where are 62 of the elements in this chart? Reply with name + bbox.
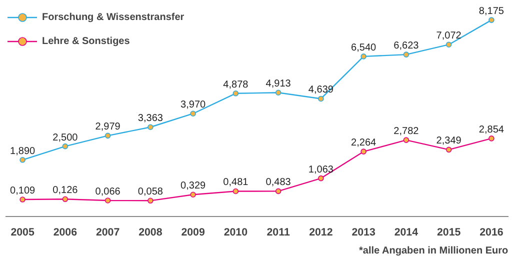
x-tick-label: 2008 [138, 226, 162, 238]
data-label: 2,349 [436, 136, 462, 147]
point [318, 175, 324, 182]
point [403, 52, 410, 58]
x-tick-label: 2007 [96, 226, 120, 238]
x-tick-label: 2016 [480, 226, 504, 238]
point [20, 157, 26, 163]
x-tick-label: 2005 [10, 226, 34, 238]
data-label: 6,623 [394, 40, 420, 52]
text: *alle Angaben in Millionen Euro [359, 246, 508, 256]
data-label: 0,066 [95, 186, 121, 198]
data-label: 0,126 [52, 185, 78, 196]
point [488, 17, 494, 23]
x-tick-label: 2015 [436, 226, 461, 238]
data-label: 0,058 [138, 186, 164, 198]
point [275, 188, 282, 194]
point [20, 196, 26, 202]
x-tick-label: 2014 [394, 226, 418, 238]
point [190, 110, 196, 117]
data-label: 2,979 [95, 122, 121, 133]
data-label: 2,264 [351, 138, 377, 149]
point [104, 198, 111, 204]
point [62, 143, 68, 150]
point [318, 96, 324, 102]
data-label: 4,878 [223, 79, 249, 90]
point [190, 192, 196, 198]
point [488, 136, 494, 142]
data-label: 1,063 [308, 164, 334, 176]
point [232, 90, 239, 96]
point [62, 196, 68, 202]
point [360, 148, 366, 154]
data-label: 1,890 [10, 146, 36, 157]
x-tick-label: 2011 [266, 226, 290, 238]
legend-label: Lehre & Sonstiges [42, 36, 130, 46]
data-label: 2,500 [52, 132, 78, 144]
legend-label: Forschung & Wissenstransfer [42, 12, 184, 22]
data-label: 4,913 [266, 78, 292, 90]
x-tick-label: 2013 [352, 226, 376, 238]
data-label: 7,072 [436, 30, 462, 42]
data-label: 0,109 [10, 186, 36, 197]
point [446, 42, 452, 48]
point [148, 198, 154, 204]
x-tick-label: 2006 [53, 226, 78, 238]
data-label: 8,175 [478, 6, 504, 18]
point [403, 137, 410, 143]
data-label: 0,483 [266, 177, 292, 188]
data-label: 2,854 [478, 124, 504, 136]
point [446, 146, 452, 153]
data-label: 0,481 [223, 177, 249, 188]
data-label: 6,540 [351, 42, 377, 54]
x-tick-label: 2009 [181, 226, 205, 238]
x-tick-label: 2012 [309, 226, 333, 238]
point [104, 132, 111, 139]
x-tick-label: 2010 [224, 226, 248, 238]
point [275, 90, 282, 96]
point [360, 54, 366, 60]
data-label: 3,970 [180, 100, 206, 111]
data-label: 0,329 [180, 180, 206, 192]
point [232, 188, 239, 194]
data-label: 3,363 [138, 113, 164, 124]
data-label: 2,782 [394, 126, 420, 138]
point [148, 124, 154, 130]
